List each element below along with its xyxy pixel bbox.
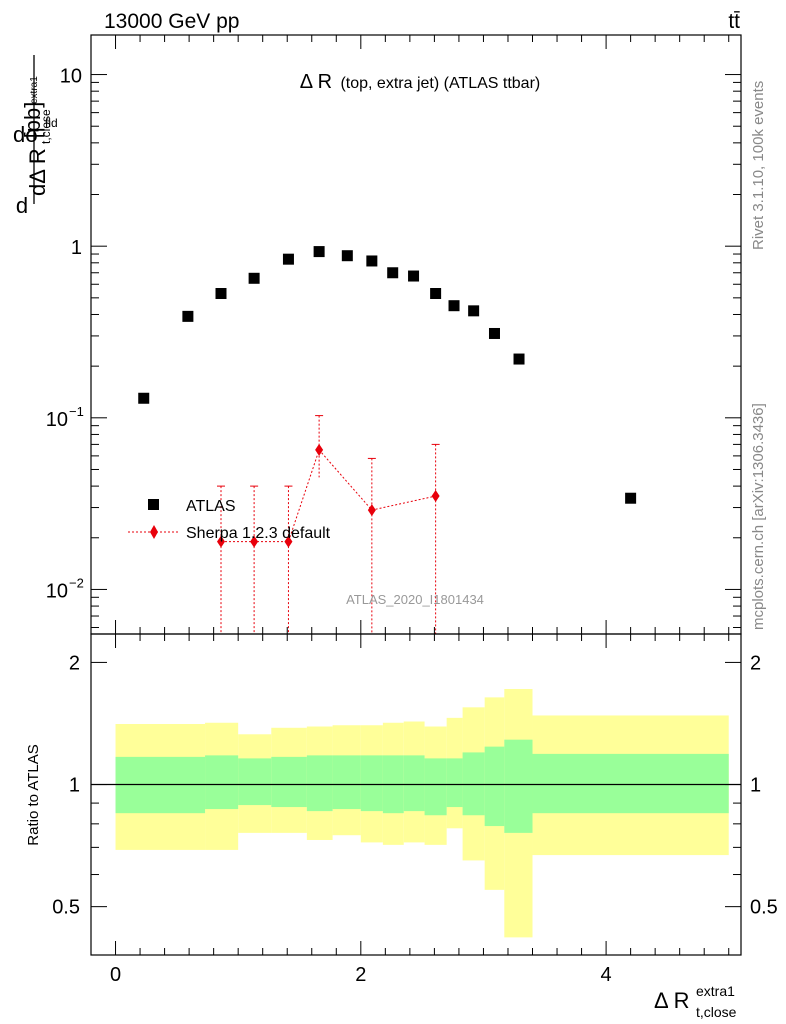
atlas-data-point: [488, 327, 500, 339]
mcplots-reference-label: mcplots.cern.ch [arXiv:1306.3436]: [750, 403, 767, 630]
ratio-y-tick-label: 1: [69, 775, 80, 797]
sherpa-point: [284, 535, 293, 548]
atlas-data-point: [282, 253, 294, 265]
y-axis-label-main: d dσ fid: [13, 55, 58, 218]
sherpa-point: [315, 443, 324, 456]
atlas-data-point: [341, 250, 353, 262]
atlas-data-point: [625, 492, 637, 504]
svg-text:d: d: [16, 193, 28, 218]
atlas-data-point: [215, 288, 227, 300]
ratio-band-inner: [205, 755, 239, 810]
ratio-band-inner: [306, 755, 333, 812]
y-tick-label: 1: [71, 237, 82, 259]
legend-atlas-marker: [148, 499, 159, 510]
title-main: Δ R: [300, 71, 332, 93]
atlas-data-point: [448, 300, 460, 312]
atlas-data-point: [138, 392, 150, 404]
ratio-band-inner: [484, 746, 505, 827]
ratio-band-inner: [462, 752, 485, 816]
y-tick-label: 10: [46, 580, 68, 602]
main-plot-frame: [90, 34, 742, 635]
svg-text:t,close: t,close: [696, 1004, 737, 1020]
ratio-band-inner: [271, 756, 307, 808]
x-tick-label: 0: [110, 964, 121, 986]
energy-label: 13000 GeV pp: [104, 10, 239, 33]
ratio-band-inner: [360, 755, 383, 812]
legend-sherpa-marker: [150, 525, 158, 539]
y-axis-label-superscript: extra1: [29, 76, 40, 104]
legend: ATLAS Sherpa 1.2.3 default: [128, 498, 331, 542]
title-rest: (top, extra jet) (ATLAS ttbar): [340, 75, 540, 92]
atlas-data-point: [366, 255, 378, 267]
svg-text:extra1: extra1: [696, 983, 735, 999]
ratio-band-inner: [532, 753, 729, 814]
ratio-y-tick-label-right: 2: [750, 652, 761, 674]
ratio-band-inner: [424, 758, 447, 816]
y-tick-label: 10: [60, 66, 82, 88]
y-axis-label-denominator: dΔ R t,close extra1: [25, 76, 53, 196]
ratio-plot-frame: [90, 633, 742, 956]
atlas-data-point: [513, 353, 525, 365]
svg-text:fid: fid: [45, 116, 58, 130]
atlas-data-point: [313, 246, 325, 258]
atlas-data-point: [182, 310, 194, 322]
y-tick-exponent: −1: [69, 404, 84, 419]
ratio-band-inner: [332, 755, 361, 810]
ratio-y-tick-label-right: 0.5: [750, 897, 778, 919]
atlas-data-point: [430, 288, 442, 300]
legend-atlas-label: ATLAS: [186, 498, 236, 515]
y-axis-label-denominator-text: dΔ R: [25, 148, 50, 196]
y-axis-label-denominator-group: dΔ R t,close extra1: [25, 76, 53, 196]
ratio-y-tick-label: 2: [69, 652, 80, 674]
x-axis-label: Δ R extra1 t,close: [654, 983, 737, 1020]
ratio-band-inner: [504, 739, 533, 833]
y-tick-label: 10: [46, 409, 68, 431]
atlas-data-point: [387, 267, 399, 279]
y-axis-label-subscript: t,close: [39, 109, 53, 144]
svg-text:Δ R: Δ R: [654, 988, 689, 1013]
ratio-y-tick-label: 0.5: [52, 897, 80, 919]
y-axis-unit: [pb]: [20, 102, 45, 139]
analysis-watermark: ATLAS_2020_I1801434: [346, 592, 484, 607]
ratio-band-inner: [238, 758, 272, 806]
sherpa-point: [217, 535, 225, 548]
y-tick-exponent: −2: [69, 575, 84, 590]
ratio-band-inner: [446, 758, 463, 808]
atlas-data-point: [408, 270, 420, 282]
ratio-band-inner: [403, 755, 425, 812]
plot-title: Δ R (top, extra jet) (ATLAS ttbar): [300, 71, 540, 93]
sherpa-point: [367, 504, 376, 517]
ratio-y-tick-label-right: 1: [750, 775, 761, 797]
sherpa-point: [431, 490, 440, 503]
x-tick-label: 4: [601, 964, 612, 986]
svg-text:dσ: dσ: [13, 122, 39, 147]
atlas-data-point: [248, 272, 260, 284]
x-tick-label: 2: [355, 964, 366, 986]
atlas-data-point: [468, 305, 480, 317]
process-label: tt̄: [728, 10, 740, 33]
rivet-version-label: Rivet 3.1.10, 100k events: [750, 81, 767, 250]
ratio-y-axis-label: Ratio to ATLAS: [25, 744, 42, 845]
sherpa-point: [250, 535, 259, 548]
legend-sherpa-label: Sherpa 1.2.3 default: [186, 525, 331, 542]
